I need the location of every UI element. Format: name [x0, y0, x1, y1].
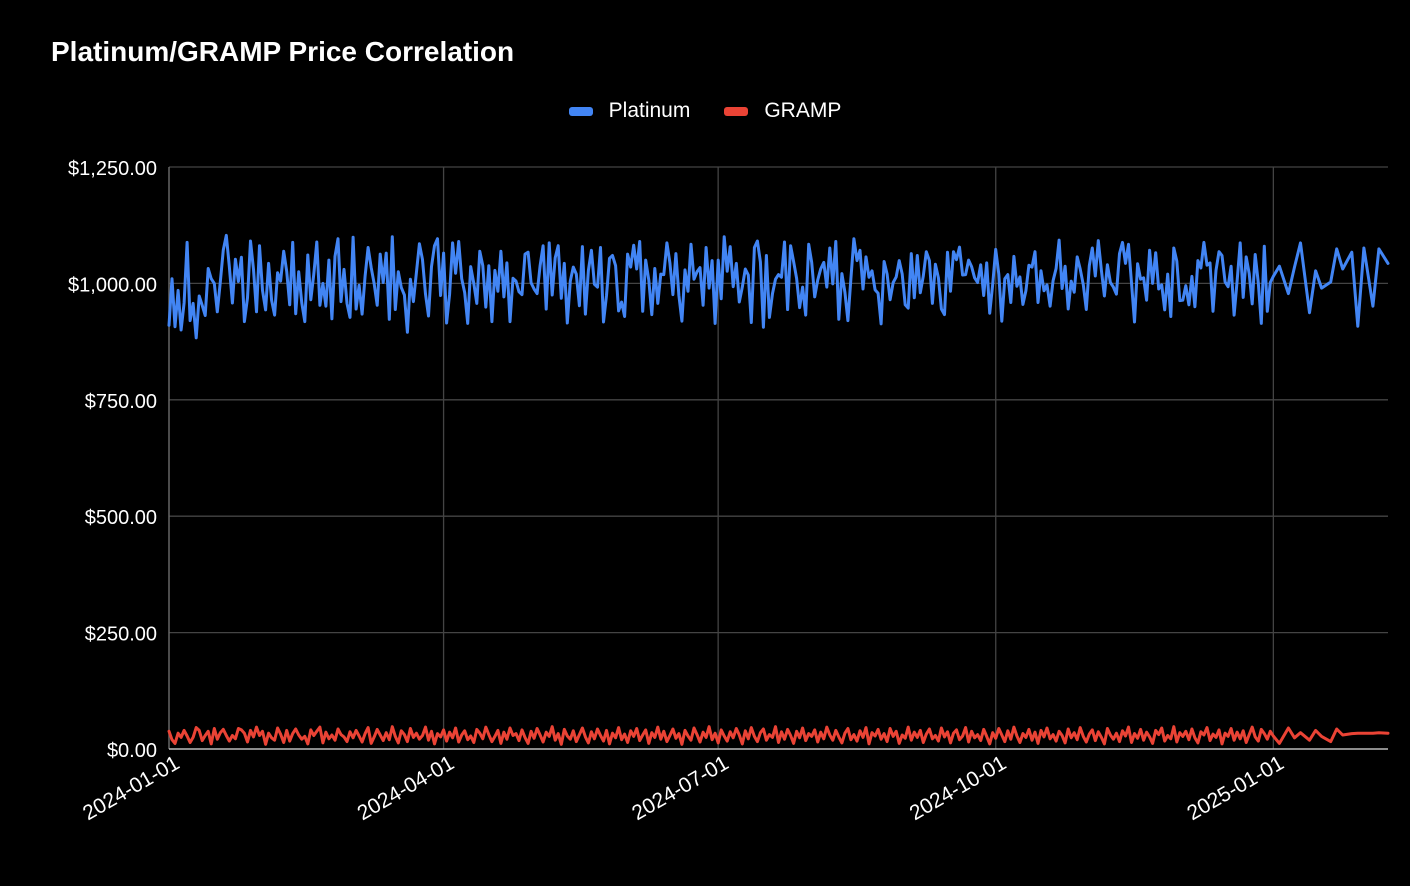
y-tick-label: $1,000.00: [68, 274, 157, 296]
y-tick-label: $1,250.00: [68, 158, 157, 180]
y-tick-label: $750.00: [85, 391, 157, 413]
x-tick-label: 2024-10-01: [906, 751, 1011, 825]
legend-label-gramp: GRAMP: [764, 99, 842, 122]
series-lines: [167, 233, 1390, 746]
chart-title: Platinum/GRAMP Price Correlation: [51, 36, 515, 67]
y-tick-label: $0.00: [107, 740, 157, 762]
legend-item-gramp[interactable]: GRAMP: [724, 99, 841, 123]
y-tick-label: $250.00: [85, 624, 157, 646]
x-tick-label: 2024-07-01: [628, 751, 733, 825]
axes: [168, 167, 1388, 750]
series-line-gramp[interactable]: [167, 725, 1390, 746]
chart-legend: Platinum GRAMP: [0, 99, 1410, 123]
y-tick-label: $500.00: [85, 507, 157, 529]
legend-swatch-platinum: [568, 106, 593, 116]
series-line-platinum[interactable]: [167, 233, 1390, 340]
legend-label-platinum: Platinum: [608, 99, 691, 122]
legend-swatch-gramp: [724, 106, 749, 116]
x-tick-label: 2025-01-01: [1183, 751, 1288, 825]
x-tick-label: 2024-04-01: [354, 751, 459, 825]
x-tick-label: 2024-01-01: [79, 751, 184, 825]
grid-lines: [169, 166, 1388, 749]
legend-item-platinum[interactable]: Platinum: [568, 99, 691, 123]
